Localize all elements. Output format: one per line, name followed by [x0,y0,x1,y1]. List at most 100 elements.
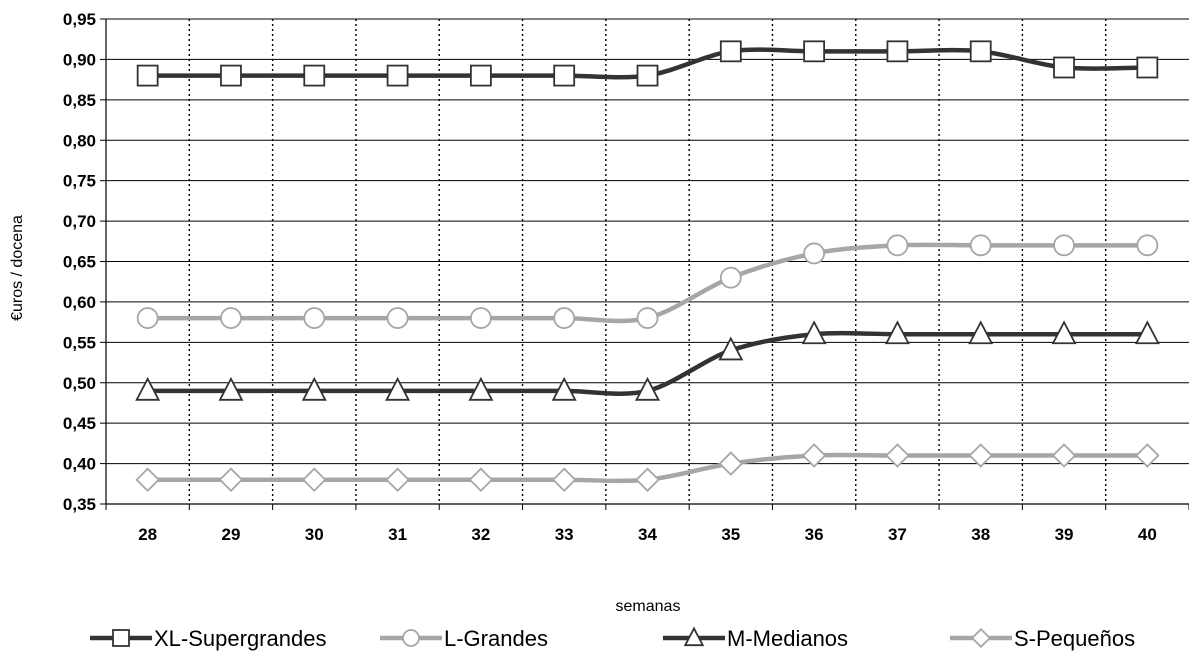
y-tick-label: 0,60 [63,293,96,312]
square-marker [112,629,130,647]
x-tick-label: 28 [138,525,157,544]
x-tick-label: 31 [388,525,407,544]
square-marker [886,40,909,63]
triangle-marker [1134,320,1160,345]
legend: XL-Supergrandes L-Grandes M-Medianos S-Pequ… [90,626,1135,651]
circle-marker [386,307,409,329]
circle-marker [469,307,492,329]
diamond-marker [301,467,327,493]
diamond-marker [218,467,244,493]
y-tick-label: 0,35 [63,495,96,514]
square-marker [386,64,409,87]
triangle-marker [135,376,161,401]
circle-marker [303,307,326,329]
diamond-marker [551,467,577,493]
circle-marker [1053,234,1075,257]
x-axis-title: semanas [616,598,681,615]
circle-marker [553,307,576,329]
square-marker [1136,56,1159,79]
horizontal-gridlines [100,18,1189,505]
square-marker [220,64,242,87]
x-tick-label: 32 [471,525,490,544]
y-tick-label: 0,75 [63,172,96,191]
square-marker [636,64,659,87]
circle-marker [719,266,742,289]
y-tick-label: 0,95 [63,10,96,29]
triangle-marker [968,320,994,345]
series-L-Grandes [136,234,1159,329]
y-tick-label: 0,90 [63,50,96,69]
circle-marker [969,234,992,257]
triangle-marker [683,626,705,647]
circle-marker [1136,234,1159,257]
y-tick-label: 0,55 [63,333,96,352]
y-tick-label: 0,80 [63,131,96,150]
diamond-marker [801,443,827,468]
vertical-gridlines [188,19,1107,504]
square-marker [553,64,576,87]
triangle-marker [801,320,827,345]
series-S-Pequeños [135,443,1160,493]
diamond-marker [885,443,910,468]
triangle-marker [635,376,660,401]
circle-marker [886,234,909,257]
x-tick-label: 37 [888,525,907,544]
triangle-marker [718,336,744,361]
legend-item: S-Pequeños [950,626,1135,651]
y-tick-label: 0,50 [63,374,96,393]
y-tick-label: 0,85 [63,91,96,110]
circle-marker [636,307,659,329]
x-tick-label: 35 [721,525,740,544]
circle-marker [136,307,159,329]
triangle-marker [301,376,327,401]
legend-item: L-Grandes [380,626,548,651]
legend-label: S-Pequeños [1014,626,1135,651]
square-marker [1053,56,1075,79]
triangle-marker [1051,320,1077,345]
x-tick-label: 29 [222,525,241,544]
square-marker [719,40,742,63]
square-marker [969,40,992,63]
circle-marker [220,307,242,329]
y-axis-title: €uros / docena [9,215,26,321]
x-tick-label: 34 [638,525,657,544]
triangle-marker [468,376,494,401]
square-marker [803,40,826,63]
triangle-marker [218,376,244,401]
diamond-marker [635,467,660,493]
x-tick-label: 36 [805,525,824,544]
circle-marker [402,629,420,647]
x-tick-label: 33 [555,525,574,544]
y-tick-label: 0,45 [63,414,96,433]
diamond-marker [468,467,494,493]
series-layer [135,40,1160,493]
x-tick-label: 30 [305,525,324,544]
diamond-marker [1135,443,1160,468]
diamond-marker [135,467,160,493]
x-tick-label: 38 [971,525,990,544]
y-tick-label: 0,70 [63,212,96,231]
legend-item: XL-Supergrandes [90,626,326,651]
x-tick-label: 40 [1138,525,1157,544]
diamond-marker [968,443,994,468]
legend-label: M-Medianos [727,626,848,651]
diamond-marker [970,627,992,649]
square-marker [303,64,326,87]
series-M-Medianos [135,320,1160,401]
diamond-marker [1051,443,1077,468]
x-tick-labels: 28 29 30 31 32 33 34 35 36 37 38 39 40 [138,525,1157,544]
y-tick-label: 0,40 [63,455,96,474]
series-XL-Supergrandes [136,40,1159,87]
circle-marker [803,242,826,265]
square-marker [469,64,492,87]
triangle-marker [884,320,910,345]
legend-label: L-Grandes [444,626,548,651]
axes [105,19,1189,510]
x-tick-label: 39 [1055,525,1074,544]
triangle-marker [551,376,577,401]
square-marker [136,64,159,87]
y-tick-labels: 0,95 0,90 0,85 0,80 0,75 0,70 0,65 0,60 0,55 0,50… [63,10,96,514]
triangle-marker [385,376,411,401]
diamond-marker [718,451,744,476]
